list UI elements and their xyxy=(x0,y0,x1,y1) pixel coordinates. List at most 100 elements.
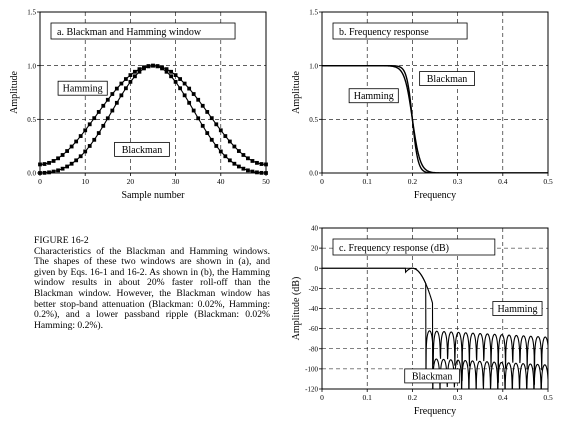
series-blackman-point xyxy=(87,144,92,148)
x-tick-label: 0.4 xyxy=(498,177,508,186)
series-blackman-point xyxy=(51,169,56,174)
x-tick-label: 0.3 xyxy=(453,393,463,402)
plot-frame xyxy=(321,11,549,174)
x-axis-label: Frequency xyxy=(414,406,456,417)
y-tick-label: 0.0 xyxy=(27,170,36,178)
figure-caption: FIGURE 16-2 Characteristics of the Black… xyxy=(34,235,270,331)
series-hamming-point xyxy=(92,116,97,121)
plot-frame xyxy=(39,11,267,174)
y-tick-label: 1.5 xyxy=(27,9,36,17)
series-blackman-point xyxy=(110,108,115,113)
x-tick-label: 30 xyxy=(172,177,180,186)
series-hamming-point xyxy=(218,128,223,133)
x-tick-label: 0.3 xyxy=(453,177,463,186)
series-hamming-point xyxy=(78,134,83,138)
series-hamming-point xyxy=(96,110,101,114)
series-hamming-point xyxy=(187,86,192,91)
y-tick-label: 0.5 xyxy=(27,116,36,124)
series-hamming-point xyxy=(250,159,255,163)
x-tick-label: 0.2 xyxy=(408,177,418,186)
series-hamming-label: Hamming xyxy=(63,84,103,95)
series-blackman-point xyxy=(241,166,246,171)
series-blackman-point xyxy=(65,164,70,169)
chart-title: c. Frequency response (dB) xyxy=(339,243,449,254)
series-hamming-point xyxy=(200,103,205,108)
series-blackman-label: Blackman xyxy=(412,371,453,382)
y-tick-label: -40 xyxy=(309,305,319,313)
series-hamming-point xyxy=(255,160,259,165)
x-axis-label: Sample number xyxy=(121,190,185,201)
series-blackman-point xyxy=(96,131,101,135)
chart-title: a. Blackman and Hamming window xyxy=(57,27,202,38)
y-axis-label: Amplitude xyxy=(291,71,302,114)
series-hamming-label: Hamming xyxy=(497,304,537,315)
series-blackman-point xyxy=(191,108,196,113)
series-hamming-point xyxy=(42,162,47,166)
series-hamming-point xyxy=(182,81,187,86)
series-blackman-point xyxy=(133,74,137,79)
series-blackman-label-box xyxy=(404,368,460,384)
series-hamming-point xyxy=(227,139,232,144)
x-tick-label: 0.4 xyxy=(498,393,508,402)
series-hamming-point xyxy=(191,92,196,96)
series-blackman-point xyxy=(78,154,83,159)
chart-title: b. Frequency response xyxy=(339,27,429,38)
series-blackman-point xyxy=(173,79,178,84)
series-blackman-point xyxy=(119,93,124,98)
series-blackman-point xyxy=(232,161,237,166)
series-blackman-point xyxy=(101,123,106,128)
series-blackman-point xyxy=(160,66,164,71)
series-hamming-point xyxy=(105,97,110,102)
series-hamming-point xyxy=(137,67,142,72)
y-tick-label: 0.0 xyxy=(309,170,318,178)
series-hamming-point xyxy=(51,159,56,163)
series-hamming-point xyxy=(56,156,60,161)
series-blackman-point xyxy=(182,93,187,98)
x-tick-label: 0.1 xyxy=(363,177,373,186)
series-hamming-point xyxy=(83,128,88,133)
y-tick-label: 1.5 xyxy=(309,9,318,17)
series-hamming-point xyxy=(246,156,250,161)
series-hamming-point xyxy=(47,160,51,165)
y-tick-label: 1.0 xyxy=(27,62,36,70)
y-axis-label: Amplitude (dB) xyxy=(291,277,302,341)
x-tick-label: 0.1 xyxy=(363,393,373,402)
series-hamming-point xyxy=(259,162,264,166)
x-tick-label: 10 xyxy=(81,177,89,186)
series-blackman-label-box xyxy=(114,141,170,157)
series-hamming-point xyxy=(223,134,228,138)
series-hamming-point xyxy=(236,149,241,153)
y-tick-label: -20 xyxy=(309,285,319,293)
series-hamming-label-box xyxy=(492,301,543,316)
series-blackman-point xyxy=(236,164,241,169)
series-blackman-point xyxy=(128,79,133,84)
series-hamming-point xyxy=(74,139,79,144)
series-blackman-point xyxy=(223,154,228,159)
y-tick-label: -80 xyxy=(309,345,319,353)
series-hamming-point xyxy=(232,144,237,149)
series-hamming-point xyxy=(128,73,133,77)
series-blackman-label-box xyxy=(419,71,475,86)
series-hamming-point xyxy=(123,77,128,81)
series-blackman-point xyxy=(200,123,205,128)
series-hamming-label-box xyxy=(348,88,399,104)
x-tick-label: 0.5 xyxy=(543,177,553,186)
chart-title-box xyxy=(332,238,496,256)
y-tick-label: 0.5 xyxy=(309,116,318,124)
series-blackman-point xyxy=(56,168,60,173)
series-hamming-point xyxy=(169,69,173,74)
series-hamming-point xyxy=(196,97,201,102)
series-blackman-point xyxy=(123,86,128,91)
y-axis-label: Amplitude xyxy=(9,71,20,114)
series-hamming-point xyxy=(110,92,115,96)
series-blackman-point xyxy=(74,158,79,163)
series-blackman-point xyxy=(114,100,119,105)
series-hamming-point xyxy=(205,110,210,114)
series-blackman-point xyxy=(137,69,142,74)
chart-title-box xyxy=(50,22,236,40)
x-tick-label: 0.2 xyxy=(408,393,418,402)
series-hamming-point xyxy=(60,153,65,157)
series-hamming-point xyxy=(87,122,92,127)
x-tick-label: 50 xyxy=(262,177,270,186)
